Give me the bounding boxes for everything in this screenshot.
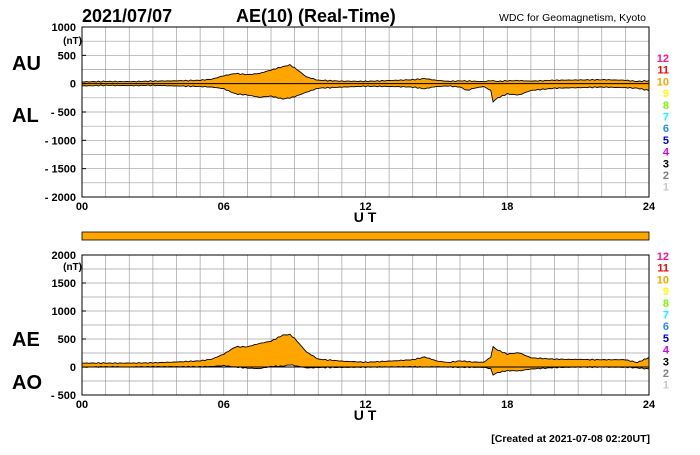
ae-ao-station-count-label: 8 (663, 298, 669, 310)
ae-ao-y-tick-label: 500 (58, 334, 76, 346)
ae-ao-station-count-label: 5 (663, 333, 669, 345)
ae-ao-x-tick-label: 24 (643, 399, 656, 411)
panel1-unit-label: (nT) (63, 36, 82, 47)
au-al-station-count-label: 2 (663, 170, 669, 182)
ae-ao-x-tick-label: 06 (218, 399, 230, 411)
au-al-x-tick-label: 24 (643, 201, 656, 213)
ae-ao-station-count-label: 11 (657, 263, 669, 275)
panel2-unit-label: (nT) (63, 262, 82, 273)
created-timestamp: [Created at 2021-07-08 02:20UT] (491, 433, 650, 445)
au-al-series-au (82, 63, 650, 83)
au-al-x-tick-label: 00 (76, 201, 88, 213)
ae-ao-station-count-label: 12 (657, 251, 669, 263)
ae-ao-station-count-label: 7 (663, 310, 669, 322)
panel2-x-axis-label: U T (354, 407, 377, 423)
au-al-y-tick-label: - 2000 (45, 192, 76, 204)
au-al-station-count-label: 7 (663, 112, 669, 124)
au-al-x-tick-label: 12 (359, 201, 371, 213)
au-al-series-al (81, 84, 650, 103)
ae-ao-station-count-label: 2 (663, 368, 669, 380)
au-al-y-tick-label: - 1500 (45, 164, 76, 176)
ae-ao-station-count-label: 4 (663, 345, 670, 357)
ae-ao-y-tick-label: 0 (70, 362, 76, 374)
plot-title: AE(10) (Real-Time) (236, 6, 396, 26)
ae-ao-x-tick-label: 12 (359, 399, 371, 411)
ae-ao-station-count-label: 3 (663, 356, 669, 368)
au-al-station-count-label: 11 (657, 65, 669, 77)
panel1-x-axis-label: U T (354, 209, 377, 225)
au-al-x-tick-label: 18 (501, 201, 513, 213)
au-al-station-count-label: 10 (657, 76, 669, 88)
au-al-station-count-label: 1 (663, 182, 669, 194)
au-al-y-tick-label: - 500 (51, 107, 76, 119)
ae-ao-y-tick-label: - 500 (51, 390, 76, 402)
au-al-station-count-label: 8 (663, 100, 669, 112)
ae-ao-station-count-label: 10 (657, 274, 669, 286)
data-source: WDC for Geomagnetism, Kyoto (499, 12, 646, 24)
ao-label: AO (12, 372, 42, 394)
au-al-y-tick-label: 1000 (52, 22, 76, 34)
ae-ao-station-count-label: 9 (663, 286, 669, 298)
al-label: AL (12, 105, 39, 127)
ae-ao-station-count-label: 6 (663, 321, 669, 333)
ae-ao-y-tick-label: 1500 (52, 278, 76, 290)
ae-ao-station-count-label: 1 (663, 380, 669, 392)
ae-ao-frame (81, 254, 650, 396)
data-coverage-bar (81, 231, 650, 241)
au-al-station-count-label: 12 (657, 53, 669, 65)
au-al-station-count-label: 9 (663, 88, 669, 100)
au-al-station-count-label: 4 (663, 147, 670, 159)
au-label: AU (12, 53, 41, 75)
ae-ao-y-tick-label: 2000 (52, 250, 76, 262)
ae-ao-y-tick-label: 1000 (52, 306, 76, 318)
au-al-y-tick-label: 0 (70, 79, 76, 91)
au-al-y-tick-label: 500 (58, 50, 76, 62)
au-al-station-count-label: 3 (663, 158, 669, 170)
plot-date: 2021/07/07 (82, 6, 172, 26)
au-al-station-count-label: 6 (663, 123, 669, 135)
au-al-y-tick-label: - 1000 (45, 135, 76, 147)
au-al-station-count-label: 5 (663, 135, 669, 147)
au-al-x-tick-label: 06 (218, 201, 230, 213)
ae-label: AE (12, 329, 40, 351)
ae-ao-x-tick-label: 18 (501, 399, 513, 411)
ae-ao-x-tick-label: 00 (76, 399, 88, 411)
ae-ao-series-ae (81, 333, 650, 365)
